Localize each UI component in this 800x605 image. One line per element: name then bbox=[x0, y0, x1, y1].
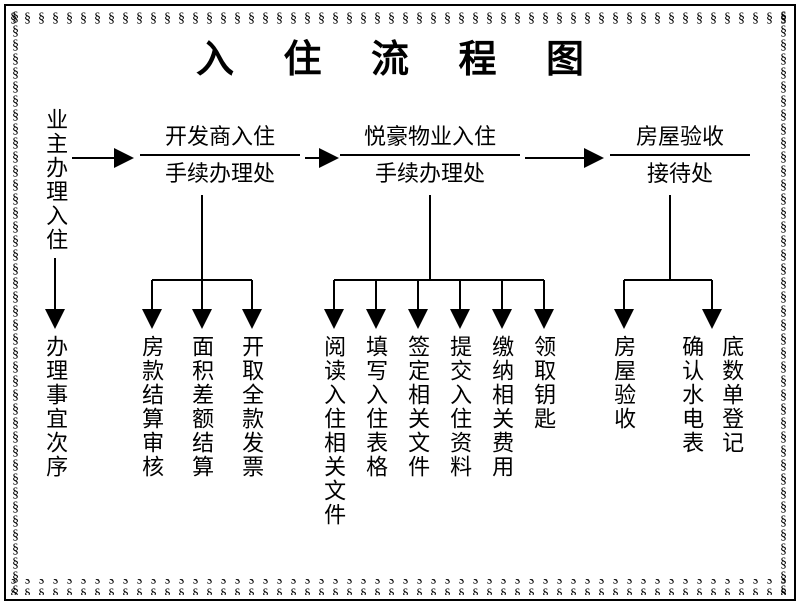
divider bbox=[340, 154, 520, 156]
divider bbox=[610, 154, 750, 156]
node-owner-checkin: 业主办理入住 bbox=[44, 108, 67, 252]
node-process-order: 办理事宜次序 bbox=[44, 335, 67, 479]
title: 入 住 流 程 图 bbox=[0, 28, 800, 83]
leaf-full-invoice: 开取全款发票 bbox=[240, 335, 263, 479]
leaf-confirm-meters: 确认水电表 bbox=[680, 335, 703, 455]
leaf-get-keys: 领取钥匙 bbox=[532, 335, 555, 431]
leaf-submit-materials: 提交入住资料 bbox=[448, 335, 471, 479]
outer-border bbox=[4, 4, 796, 601]
node-inspection-office: 房屋验收 接待处 bbox=[610, 125, 750, 185]
node-developer-line1: 开发商入住 bbox=[140, 125, 300, 148]
node-developer-office: 开发商入住 手续办理处 bbox=[140, 125, 300, 185]
leaf-sign-docs: 签定相关文件 bbox=[406, 335, 429, 479]
canvas: § § 入 住 流 程 图 业主办理入住 开发商入住 手续办理处 悦豪物业入住 … bbox=[0, 0, 800, 605]
leaf-read-docs: 阅读入住相关文件 bbox=[322, 335, 345, 527]
node-property-line2: 手续办理处 bbox=[340, 162, 520, 185]
leaf-fill-forms: 填写入住表格 bbox=[364, 335, 387, 479]
leaf-pay-fees: 缴纳相关费用 bbox=[490, 335, 513, 479]
node-property-line1: 悦豪物业入住 bbox=[340, 125, 520, 148]
leaf-area-diff: 面积差额结算 bbox=[190, 335, 213, 479]
leaf-payment-audit: 房款结算审核 bbox=[140, 335, 163, 479]
leaf-meter-record: 底数单登记 bbox=[720, 335, 743, 455]
node-inspection-line1: 房屋验收 bbox=[610, 125, 750, 148]
node-inspection-line2: 接待处 bbox=[610, 162, 750, 185]
leaf-house-inspect: 房屋验收 bbox=[612, 335, 635, 431]
divider bbox=[140, 154, 300, 156]
node-property-office: 悦豪物业入住 手续办理处 bbox=[340, 125, 520, 185]
node-developer-line2: 手续办理处 bbox=[140, 162, 300, 185]
